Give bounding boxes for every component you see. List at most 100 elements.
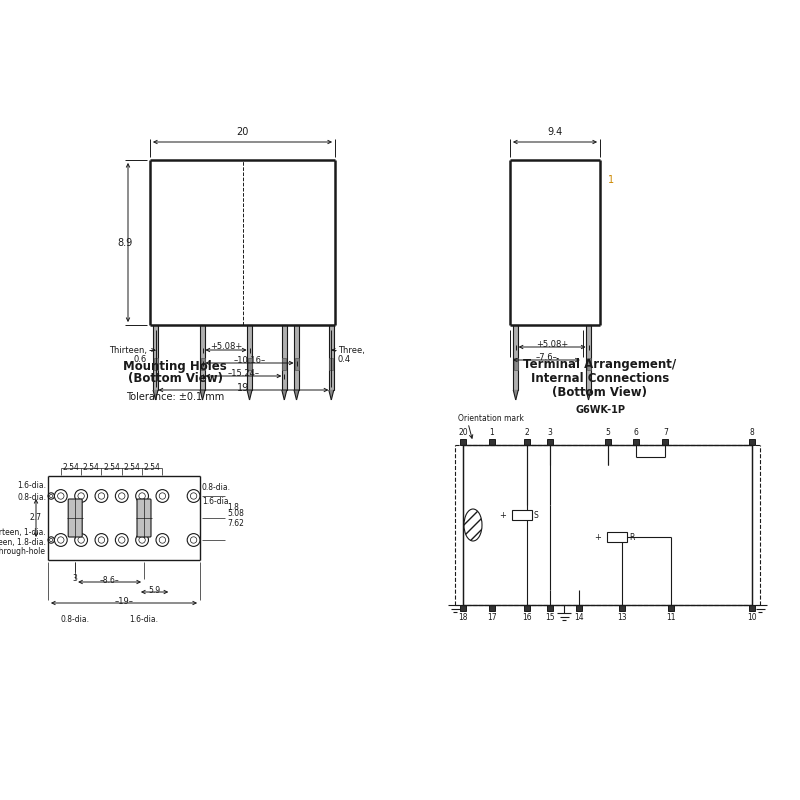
Text: +: + — [498, 510, 506, 519]
Circle shape — [48, 537, 54, 543]
Polygon shape — [586, 390, 591, 400]
Text: 2: 2 — [524, 428, 529, 437]
Text: 2.54: 2.54 — [62, 463, 79, 472]
Text: 1.6-dia.: 1.6-dia. — [202, 497, 231, 506]
Bar — [586, 358, 590, 370]
Bar — [247, 325, 252, 390]
Bar — [489, 605, 495, 611]
Text: 14: 14 — [574, 613, 583, 622]
Text: 16: 16 — [522, 613, 531, 622]
Text: 8: 8 — [750, 428, 754, 437]
Circle shape — [50, 494, 53, 498]
Bar — [546, 439, 553, 445]
Bar — [294, 325, 299, 390]
Ellipse shape — [464, 509, 482, 541]
Text: Thirteen, 1.8-dia.: Thirteen, 1.8-dia. — [0, 538, 46, 546]
Text: −: − — [513, 510, 521, 520]
Text: 10: 10 — [747, 613, 757, 622]
Circle shape — [95, 490, 108, 502]
Text: (Bottom View): (Bottom View) — [553, 386, 647, 399]
Circle shape — [156, 490, 169, 502]
Text: 0.6: 0.6 — [134, 355, 147, 365]
Polygon shape — [247, 390, 252, 400]
Text: –19–: –19– — [114, 597, 134, 606]
Text: 9.4: 9.4 — [547, 127, 562, 137]
Bar — [489, 439, 495, 445]
Circle shape — [156, 534, 169, 546]
Text: +: + — [594, 533, 601, 542]
Text: +5.08+: +5.08+ — [210, 342, 242, 351]
Bar — [153, 325, 158, 390]
Bar — [329, 325, 334, 390]
Text: 0.8-dia.: 0.8-dia. — [17, 494, 46, 502]
Circle shape — [115, 534, 128, 546]
Text: 11: 11 — [666, 613, 676, 622]
Text: 1: 1 — [490, 428, 494, 437]
Polygon shape — [514, 390, 518, 400]
Text: 8.9: 8.9 — [118, 238, 133, 247]
Bar — [523, 605, 530, 611]
Text: Orientation mark: Orientation mark — [458, 414, 524, 423]
Circle shape — [50, 538, 53, 542]
Bar — [460, 439, 466, 445]
Text: 1.6-dia.: 1.6-dia. — [130, 615, 158, 624]
Bar — [634, 439, 639, 445]
Bar — [294, 358, 298, 370]
Text: –10.16–: –10.16– — [234, 356, 266, 365]
Bar — [619, 605, 625, 611]
Polygon shape — [153, 390, 158, 400]
Bar — [749, 605, 755, 611]
Circle shape — [74, 534, 87, 546]
Circle shape — [98, 493, 105, 499]
Text: +5.08+: +5.08+ — [536, 340, 568, 349]
Circle shape — [187, 534, 200, 546]
Bar — [200, 325, 205, 390]
Circle shape — [78, 493, 84, 499]
Circle shape — [159, 537, 166, 543]
Polygon shape — [294, 390, 299, 400]
Text: 19: 19 — [238, 383, 250, 393]
Circle shape — [54, 534, 67, 546]
Text: (Bottom View): (Bottom View) — [127, 372, 222, 385]
Bar — [282, 358, 286, 370]
Text: S: S — [534, 510, 538, 519]
Bar — [586, 325, 591, 390]
Text: 2.54: 2.54 — [103, 463, 120, 472]
Bar — [514, 358, 518, 370]
Polygon shape — [329, 390, 334, 400]
Text: 2.54: 2.54 — [123, 463, 140, 472]
Circle shape — [48, 493, 54, 499]
Text: –7.6–: –7.6– — [535, 353, 558, 362]
FancyBboxPatch shape — [137, 499, 151, 537]
Circle shape — [115, 490, 128, 502]
Circle shape — [74, 490, 87, 502]
Text: Through-hole: Through-hole — [0, 547, 46, 557]
Bar — [576, 605, 582, 611]
Bar — [201, 358, 205, 370]
Text: Terminal Arrangement/: Terminal Arrangement/ — [523, 358, 677, 371]
Bar — [605, 439, 610, 445]
Text: 17: 17 — [487, 613, 497, 622]
Bar — [607, 532, 627, 542]
Text: Three,: Three, — [338, 346, 365, 354]
Text: Thirteen,: Thirteen, — [109, 346, 147, 354]
Polygon shape — [282, 390, 287, 400]
Bar — [460, 605, 466, 611]
Text: Thirteen, 1-dia.: Thirteen, 1-dia. — [0, 527, 46, 537]
Text: 20: 20 — [236, 127, 249, 137]
Text: 5.08: 5.08 — [227, 509, 244, 518]
Circle shape — [54, 490, 67, 502]
Text: 20: 20 — [458, 428, 468, 437]
Circle shape — [78, 537, 84, 543]
Polygon shape — [200, 390, 205, 400]
Circle shape — [136, 534, 149, 546]
Text: 7: 7 — [663, 428, 668, 437]
Circle shape — [136, 490, 149, 502]
Circle shape — [187, 490, 200, 502]
Circle shape — [190, 537, 197, 543]
Bar — [247, 358, 251, 370]
Text: 15: 15 — [545, 613, 554, 622]
Text: 13: 13 — [617, 613, 626, 622]
Text: 3: 3 — [73, 574, 78, 583]
Circle shape — [58, 537, 64, 543]
